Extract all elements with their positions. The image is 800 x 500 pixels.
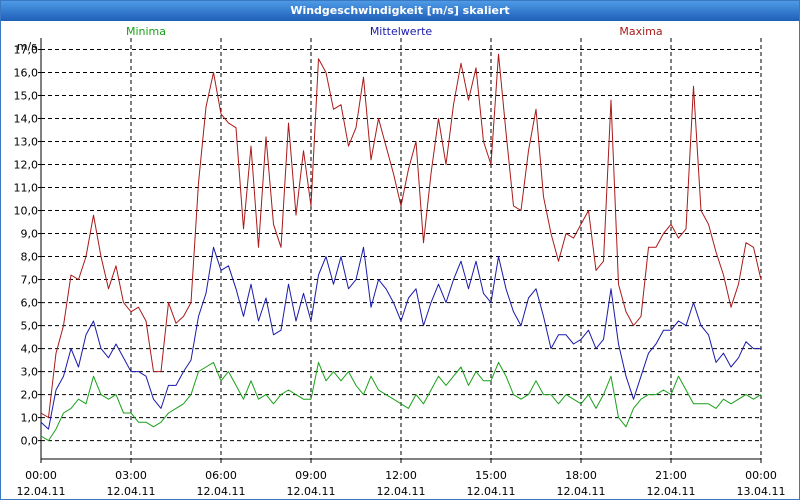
x-tick-time-label: 18:00 bbox=[565, 469, 597, 482]
y-axis-label: m/s bbox=[17, 40, 37, 53]
series-line-maxima bbox=[40, 53, 762, 419]
y-tick-label: 8,0 bbox=[21, 251, 39, 264]
x-tick-time-label: 12:00 bbox=[385, 469, 417, 482]
legend-minima: Minima bbox=[126, 25, 166, 38]
y-tick-label: 10,0 bbox=[14, 205, 39, 218]
x-tick-time-label: 00:00 bbox=[25, 469, 57, 482]
y-tick-label: 1,0 bbox=[21, 412, 39, 425]
y-tick-label: 2,0 bbox=[21, 389, 39, 402]
x-tick-date-label: 12.04.11 bbox=[107, 485, 156, 498]
y-tick-label: 9,0 bbox=[21, 228, 39, 241]
series-line-minima bbox=[40, 361, 762, 442]
x-tick-time-label: 15:00 bbox=[475, 469, 507, 482]
y-tick-label: 17,0 bbox=[14, 44, 39, 57]
x-tick-date-label: 12.04.11 bbox=[17, 485, 66, 498]
y-tick-label: 7,0 bbox=[21, 274, 39, 287]
y-tick-label: 5,0 bbox=[21, 320, 39, 333]
chart-plot: 0,0 1,0 2,0 3,0 4,0 5,0 6,0 7,0 8,0 9,0 10,0 11,0 12… bbox=[14, 25, 786, 498]
x-tick-date-label: 12.04.11 bbox=[647, 485, 696, 498]
y-tick-label: 13,0 bbox=[14, 136, 39, 149]
y-tick-label: 11,0 bbox=[14, 182, 39, 195]
x-tick-time-label: 06:00 bbox=[205, 469, 237, 482]
x-tick-date-label: 12.04.11 bbox=[197, 485, 246, 498]
x-tick-time-label: 03:00 bbox=[115, 469, 147, 482]
y-tick-label: 4,0 bbox=[21, 343, 39, 356]
series-line-mittelwerte bbox=[40, 246, 761, 430]
legend-maxima: Maxima bbox=[619, 25, 662, 38]
chart-title: Windgeschwindigkeit [m/s] skaliert bbox=[1, 1, 799, 21]
y-tick-label: 14,0 bbox=[14, 113, 39, 126]
y-tick-label: 16,0 bbox=[14, 67, 39, 80]
x-tick-date-label: 12.04.11 bbox=[377, 485, 426, 498]
x-tick-time-label: 21:00 bbox=[655, 469, 687, 482]
x-tick-date-label: 12.04.11 bbox=[287, 485, 336, 498]
y-tick-label: 12,0 bbox=[14, 159, 39, 172]
x-tick-date-label: 13.04.11 bbox=[737, 485, 786, 498]
y-tick-label: 15,0 bbox=[14, 90, 39, 103]
x-tick-date-label: 12.04.11 bbox=[467, 485, 516, 498]
y-tick-label: 3,0 bbox=[21, 366, 39, 379]
y-tick-label: 6,0 bbox=[21, 297, 39, 310]
y-tick-label: 0,0 bbox=[21, 435, 39, 448]
x-tick-time-label: 00:00 bbox=[745, 469, 777, 482]
x-tick-date-label: 12.04.11 bbox=[557, 485, 606, 498]
legend-mittelwerte: Mittelwerte bbox=[370, 25, 433, 38]
x-tick-time-label: 09:00 bbox=[295, 469, 327, 482]
